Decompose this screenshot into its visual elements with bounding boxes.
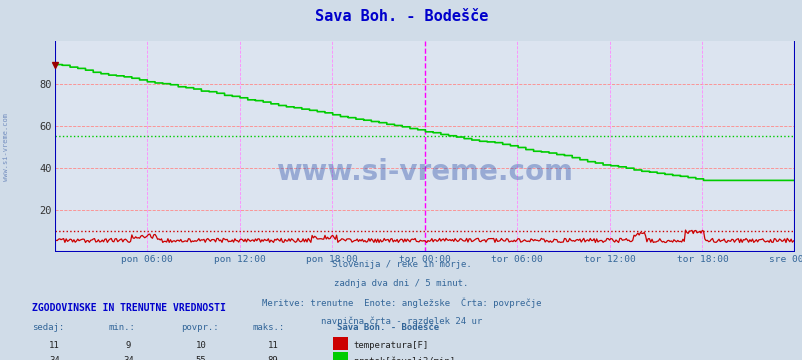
Text: 10: 10 bbox=[195, 341, 206, 350]
Text: Meritve: trenutne  Enote: angležske  Črta: povprečje: Meritve: trenutne Enote: angležske Črta:… bbox=[261, 297, 541, 308]
Text: pretok[čevelj3/min]: pretok[čevelj3/min] bbox=[353, 356, 455, 360]
Text: 9: 9 bbox=[126, 341, 131, 350]
Text: Sava Boh. - Bodešče: Sava Boh. - Bodešče bbox=[337, 323, 439, 332]
Text: sedaj:: sedaj: bbox=[32, 323, 64, 332]
Text: 11: 11 bbox=[49, 341, 60, 350]
Text: 89: 89 bbox=[267, 356, 278, 360]
Text: zadnja dva dni / 5 minut.: zadnja dva dni / 5 minut. bbox=[334, 279, 468, 288]
Text: temperatura[F]: temperatura[F] bbox=[353, 341, 428, 350]
Text: navpična črta - razdelek 24 ur: navpična črta - razdelek 24 ur bbox=[321, 316, 481, 325]
Text: Sava Boh. - Bodešče: Sava Boh. - Bodešče bbox=[314, 9, 488, 24]
Text: www.si-vreme.com: www.si-vreme.com bbox=[3, 113, 10, 181]
Text: maks.:: maks.: bbox=[253, 323, 285, 332]
Text: 55: 55 bbox=[195, 356, 206, 360]
Text: 34: 34 bbox=[123, 356, 134, 360]
Text: 34: 34 bbox=[49, 356, 60, 360]
Text: ZGODOVINSKE IN TRENUTNE VREDNOSTI: ZGODOVINSKE IN TRENUTNE VREDNOSTI bbox=[32, 303, 225, 313]
Text: min.:: min.: bbox=[108, 323, 135, 332]
Text: 11: 11 bbox=[267, 341, 278, 350]
Text: Slovenija / reke in morje.: Slovenija / reke in morje. bbox=[331, 260, 471, 269]
Text: www.si-vreme.com: www.si-vreme.com bbox=[276, 158, 573, 186]
Text: povpr.:: povpr.: bbox=[180, 323, 218, 332]
